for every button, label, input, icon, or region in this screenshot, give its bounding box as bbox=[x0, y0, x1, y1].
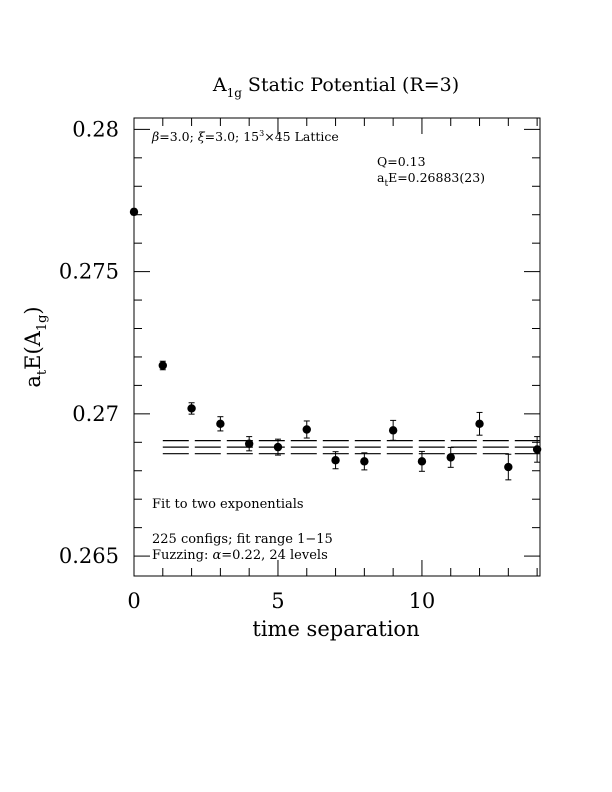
data-point bbox=[417, 450, 427, 472]
point-marker bbox=[273, 442, 283, 452]
data-series bbox=[129, 207, 542, 481]
q-value-annotation: Q=0.13 bbox=[377, 154, 426, 169]
point-marker bbox=[475, 419, 484, 429]
point-marker bbox=[388, 426, 398, 435]
data-point bbox=[158, 360, 167, 371]
data-point bbox=[331, 451, 340, 470]
point-marker bbox=[446, 453, 455, 462]
point-marker bbox=[244, 439, 254, 448]
x-tick-label: 5 bbox=[271, 589, 284, 613]
y-tick-label: 0.275 bbox=[59, 260, 119, 284]
point-marker bbox=[302, 425, 311, 434]
data-point bbox=[504, 453, 513, 481]
data-point bbox=[187, 402, 196, 415]
y-tick-labels: 0.265 0.27 0.275 0.28 bbox=[59, 117, 119, 568]
point-marker bbox=[129, 207, 139, 217]
y-tick-label: 0.265 bbox=[59, 544, 119, 568]
data-point bbox=[360, 452, 369, 471]
x-axis-label: time separation bbox=[252, 617, 419, 641]
x-tick-label: 0 bbox=[127, 589, 140, 613]
y-tick-label: 0.28 bbox=[72, 117, 119, 141]
energy-annotation: atE=0.26883(23) bbox=[377, 170, 485, 189]
x-tick-labels: 0 5 10 bbox=[127, 589, 435, 613]
y-axis-label: atE(A1g) bbox=[21, 306, 50, 387]
point-marker bbox=[187, 404, 196, 413]
point-marker bbox=[331, 456, 340, 465]
point-marker bbox=[158, 361, 167, 370]
point-marker bbox=[532, 445, 542, 454]
data-point bbox=[216, 416, 225, 432]
chart-title: A1g Static Potential (R=3) bbox=[212, 74, 459, 100]
lattice-annotation: β=3.0; ξ=3.0; 153×45 Lattice bbox=[151, 129, 339, 144]
data-point bbox=[129, 207, 139, 217]
data-point bbox=[532, 436, 542, 463]
fit-label-annotation: Fit to two exponentials bbox=[152, 497, 304, 512]
plot-frame bbox=[133, 117, 541, 577]
point-marker bbox=[216, 419, 225, 429]
data-point bbox=[302, 420, 311, 439]
data-point bbox=[475, 411, 484, 436]
point-marker bbox=[504, 462, 513, 472]
y-tick-label: 0.27 bbox=[72, 402, 119, 426]
point-marker bbox=[360, 457, 369, 466]
data-point bbox=[244, 436, 254, 452]
point-marker bbox=[417, 457, 427, 466]
data-point bbox=[388, 419, 398, 441]
fuzzing-annotation: Fuzzing: α=0.22, 24 levels bbox=[152, 548, 328, 563]
configs-annotation: 225 configs; fit range 1−15 bbox=[152, 532, 333, 547]
data-point bbox=[273, 438, 283, 456]
x-tick-label: 10 bbox=[409, 589, 436, 613]
axis-ticks bbox=[133, 118, 540, 576]
data-point bbox=[446, 446, 455, 468]
